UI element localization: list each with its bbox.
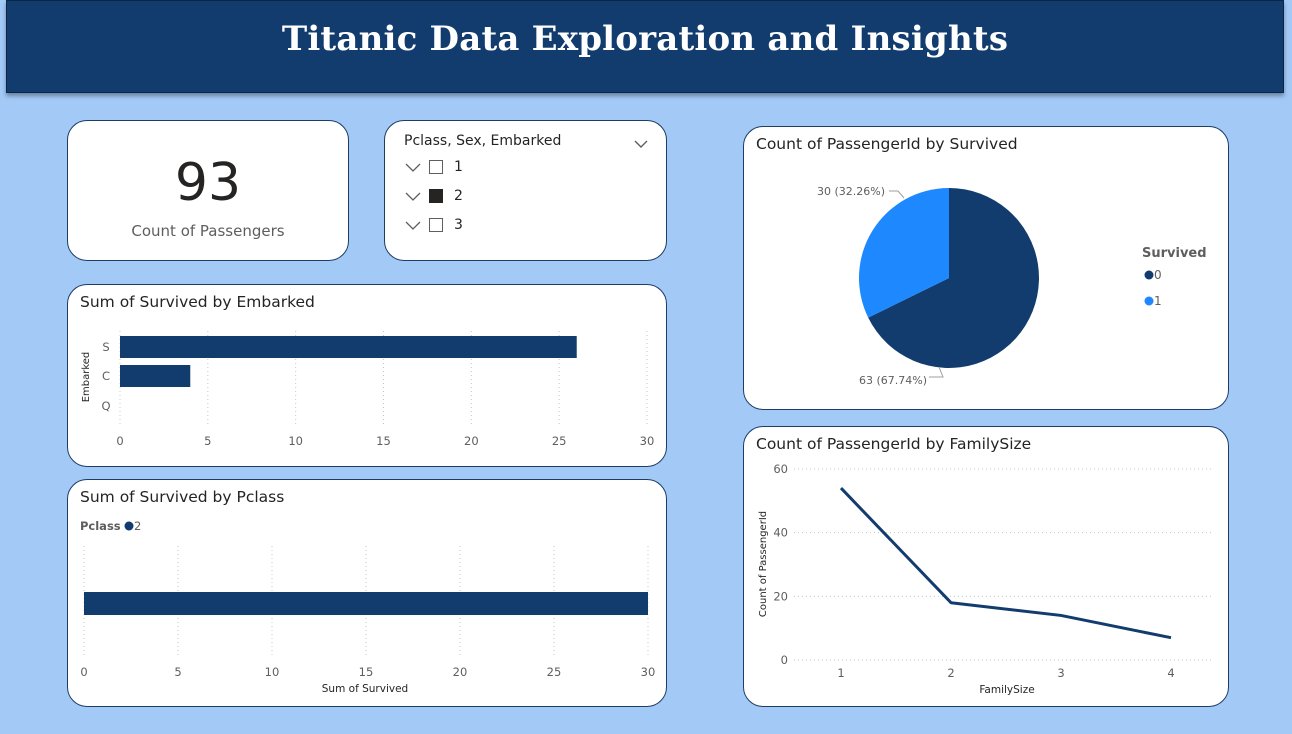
x-tick-label: 25 — [547, 665, 562, 679]
chevron-down-icon[interactable] — [405, 188, 421, 207]
slicer-title: Pclass, Sex, Embarked — [404, 133, 562, 149]
checkbox[interactable] — [429, 160, 443, 174]
y-axis-title: Embarked — [81, 352, 92, 403]
series-line — [839, 487, 1172, 640]
y-tick-label: 0 — [781, 653, 788, 667]
x-tick-label: 1 — [837, 666, 844, 680]
legend-label: 1 — [1154, 294, 1162, 308]
x-tick-label: 0 — [116, 434, 123, 448]
x-tick-label: 25 — [552, 434, 567, 448]
x-tick-label: 20 — [464, 434, 479, 448]
legend-title: Pclass — [80, 519, 121, 533]
chart-title: Count of PassengerId by FamilySize — [756, 435, 1032, 453]
pie-slice — [859, 188, 949, 318]
pclass-chart-card[interactable]: Sum of Survived by Pclass Pclass 2 0 5 10 15 2… — [67, 479, 667, 707]
leader-line — [929, 366, 944, 378]
x-tick-label: 4 — [1167, 666, 1174, 680]
x-tick-label: 2 — [947, 666, 954, 680]
chevron-down-icon[interactable] — [405, 159, 421, 178]
y-tick-label: 60 — [773, 462, 788, 476]
y-tick-label: S — [102, 340, 109, 354]
legend-label: 0 — [1154, 268, 1162, 282]
report-header: Titanic Data Exploration and Insights — [6, 0, 1284, 93]
slicer-item-1[interactable]: 1 — [405, 159, 525, 177]
x-tick-label: 5 — [204, 434, 211, 448]
chart-title: Sum of Survived by Embarked — [80, 293, 315, 311]
chart-title: Sum of Survived by Pclass — [80, 488, 285, 506]
leader-line — [889, 190, 905, 199]
checkbox[interactable] — [429, 218, 443, 232]
embarked-chart-card[interactable]: Sum of Survived by Embarked 0 5 10 15 20 25 30… — [67, 284, 667, 467]
pie-slice — [868, 188, 1039, 368]
y-tick-label: C — [102, 369, 110, 383]
slicer-item-label: 2 — [454, 188, 463, 204]
slicer-item-label: 1 — [454, 159, 463, 175]
kpi-value: 93 — [174, 153, 242, 213]
x-tick-label: 15 — [376, 434, 391, 448]
x-tick-label: 5 — [174, 665, 181, 679]
survived-pie-chart[interactable]: 63 (67.74%) 30 (32.26%) Survived 0 1 — [744, 127, 1227, 408]
bar — [120, 336, 577, 358]
slicer-card: Pclass, Sex, Embarked 1 2 3 — [384, 120, 667, 261]
chevron-down-icon[interactable] — [634, 134, 648, 153]
legend-title: Survived — [1142, 246, 1207, 261]
report-title: Titanic Data Exploration and Insights — [281, 19, 1009, 59]
kpi-label: Count of Passengers — [131, 222, 285, 240]
y-tick-label: 40 — [773, 526, 788, 540]
survived-chart-card[interactable]: Count of PassengerId by Survived 63 (67.… — [743, 126, 1229, 410]
x-tick-label: 30 — [640, 434, 655, 448]
chart-title: Count of PassengerId by Survived — [756, 135, 1018, 153]
bar — [84, 592, 648, 615]
x-tick-label: 15 — [359, 665, 374, 679]
bar — [120, 365, 191, 387]
embarked-bar-chart[interactable]: 0 5 10 15 20 25 30 Embarked S C Q — [68, 285, 665, 465]
checkbox-checked[interactable] — [429, 189, 443, 203]
x-tick-label: 10 — [265, 665, 280, 679]
x-tick-label: 3 — [1057, 666, 1064, 680]
x-tick-label: 10 — [288, 434, 303, 448]
slicer-item-3[interactable]: 3 — [405, 217, 525, 235]
legend-marker — [1144, 270, 1154, 280]
data-label: 63 (67.74%) — [859, 374, 927, 387]
chevron-down-icon[interactable] — [405, 217, 421, 236]
data-label: 30 (32.26%) — [817, 185, 885, 198]
legend-marker — [1144, 296, 1154, 306]
kpi-card[interactable]: 93 Count of Passengers — [67, 120, 349, 261]
x-axis-title: Sum of Survived — [322, 683, 408, 695]
x-tick-label: 0 — [80, 665, 87, 679]
legend-label: 2 — [134, 519, 141, 533]
slicer-item-label: 3 — [454, 217, 463, 233]
legend-marker — [124, 521, 134, 531]
y-tick-label: 20 — [773, 589, 788, 603]
x-tick-label: 30 — [641, 665, 656, 679]
x-axis-title: FamilySize — [979, 684, 1034, 696]
y-axis-title: Count of PassengerId — [758, 511, 769, 617]
y-tick-label: Q — [101, 399, 110, 413]
slicer-item-2[interactable]: 2 — [405, 188, 525, 206]
x-tick-label: 20 — [453, 665, 468, 679]
familysize-chart-card[interactable]: Count of PassengerId by FamilySize 0 20 40… — [743, 426, 1229, 707]
